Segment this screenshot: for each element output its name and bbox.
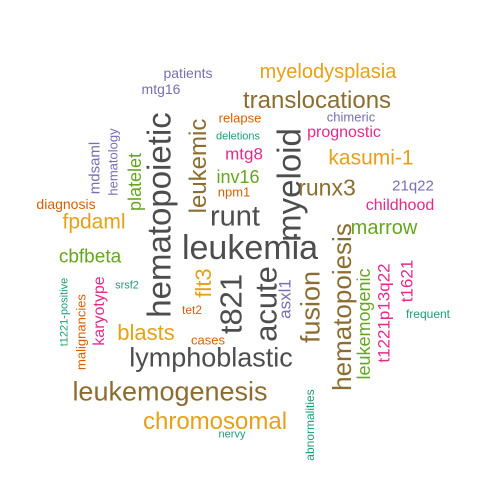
word-marrow: marrow <box>350 217 418 239</box>
word-mtg8: mtg8 <box>225 144 263 164</box>
word-leukemia: leukemia <box>181 229 319 267</box>
word-inv16: inv16 <box>216 167 260 187</box>
word-frequent: frequent <box>405 307 451 321</box>
word-chimeric: chimeric <box>326 109 376 125</box>
word-childhood: childhood <box>365 197 435 214</box>
word-leukemic: leukemic <box>185 118 212 214</box>
word-hematopoietic: hematopoietic <box>140 112 178 318</box>
word-npm1: npm1 <box>217 184 251 200</box>
word-kasumi-1: kasumi-1 <box>328 146 414 170</box>
word-patients: patients <box>163 65 213 81</box>
word-t1221-positive: t1221-positive <box>58 277 71 347</box>
word-cases: cases <box>191 332 225 348</box>
word-runt: runt <box>210 200 260 233</box>
word-prognostic: prognostic <box>307 124 381 141</box>
word-flt3: flt3 <box>191 268 216 298</box>
word-lymphoblastic: lymphoblastic <box>129 342 293 373</box>
word-runx3: runx3 <box>298 174 356 201</box>
word-deletions: deletions <box>215 130 261 143</box>
word-translocations: translocations <box>242 87 392 114</box>
word-leukemogenesis: leukemogenesis <box>72 376 268 407</box>
word-relapse: relapse <box>218 110 262 126</box>
word-t1221p13q22: t1221p13q22 <box>374 263 394 363</box>
word-hematopoiesis: hematopoiesis <box>327 223 357 391</box>
word-abnormalities: abnormalities <box>303 389 317 461</box>
word-mdsaml: mdsaml <box>86 141 104 195</box>
word-diagnosis: diagnosis <box>36 196 96 212</box>
word-leukemogenic: leukemogenic <box>354 268 374 380</box>
word-malignancies: malignancies <box>73 294 89 370</box>
word-hematology: hematology <box>105 128 121 196</box>
word-nervy: nervy <box>218 428 246 441</box>
word-fusion: fusion <box>295 270 326 344</box>
word-chromosomal: chromosomal <box>142 408 288 435</box>
word-asxl1: asxl1 <box>275 279 295 319</box>
word-t1621: t1621 <box>397 259 417 303</box>
word-mtg16: mtg16 <box>141 81 181 97</box>
word-blasts: blasts <box>117 320 175 345</box>
word-fpdaml: fpdaml <box>62 210 126 234</box>
word-srsf2: srsf2 <box>115 279 139 292</box>
word-21q22: 21q22 <box>392 177 434 195</box>
word-karyotype: karyotype <box>91 276 108 346</box>
word-tet2: tet2 <box>181 303 203 317</box>
word-myelodysplasia: myelodysplasia <box>259 61 397 83</box>
word-cbfbeta: cbfbeta <box>58 246 122 268</box>
word-platelet: platelet <box>125 152 145 212</box>
word-t821: t821 <box>213 273 249 335</box>
